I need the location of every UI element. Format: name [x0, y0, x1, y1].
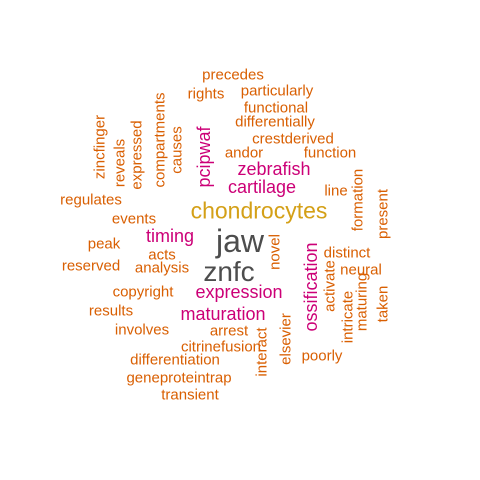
word-andor: andor: [224, 144, 264, 162]
word-rights: rights: [187, 85, 225, 103]
word-reveals: reveals: [111, 138, 129, 188]
word-novel: novel: [266, 234, 284, 270]
word-functional: functional: [243, 99, 309, 117]
word-function: function: [303, 144, 357, 162]
word-znfc: znfc: [203, 256, 255, 287]
word-results: results: [88, 302, 134, 320]
word-elsevier: elsevier: [277, 313, 295, 365]
word-timing: timing: [145, 226, 195, 246]
word-peak: peak: [87, 235, 121, 253]
word-chondrocytes: chondrocytes: [190, 197, 328, 224]
word-expressed: expressed: [128, 120, 146, 190]
word-expression: expression: [195, 282, 283, 302]
word-ossification: ossification: [301, 242, 321, 332]
word-activate: activate: [321, 260, 339, 312]
word-precedes: precedes: [202, 66, 264, 84]
word-geneproteintrap: geneproteintrap: [126, 369, 232, 387]
word-pcipwaf: pcipwaf: [194, 126, 214, 188]
word-cartilage: cartilage: [227, 177, 297, 197]
word-citrinefusion: citrinefusion: [180, 338, 262, 356]
word-transient: transient: [161, 386, 219, 404]
word-analysis: analysis: [134, 259, 190, 277]
word-particularly: particularly: [240, 82, 314, 100]
word-reserved: reserved: [61, 257, 121, 275]
word-differentially: differentially: [235, 113, 315, 131]
word-crestderived: crestderived: [252, 130, 334, 148]
word-poorly: poorly: [301, 347, 343, 365]
word-zincfinger: zincfinger: [91, 114, 109, 180]
word-neural: neural: [340, 261, 382, 279]
word-acts: acts: [148, 246, 176, 264]
word-involves: involves: [114, 321, 170, 339]
word-arrest: arrest: [209, 322, 249, 340]
word-compartments: compartments: [151, 92, 169, 188]
word-taken: taken: [374, 285, 392, 323]
word-causes: causes: [168, 126, 186, 174]
word-regulates: regulates: [60, 191, 122, 209]
word-copyright: copyright: [112, 283, 174, 301]
word-differentiation: differentiation: [130, 351, 220, 369]
word-distinct: distinct: [323, 244, 371, 262]
word-maturing: maturing: [353, 272, 371, 332]
word-maturation: maturation: [180, 304, 266, 324]
word-present: present: [374, 188, 392, 240]
word-line: line: [324, 182, 348, 200]
word-jaw: jaw: [215, 223, 265, 259]
word-events: events: [111, 210, 157, 228]
word-zebrafish: zebrafish: [237, 159, 311, 179]
word-formation: formation: [349, 168, 367, 232]
